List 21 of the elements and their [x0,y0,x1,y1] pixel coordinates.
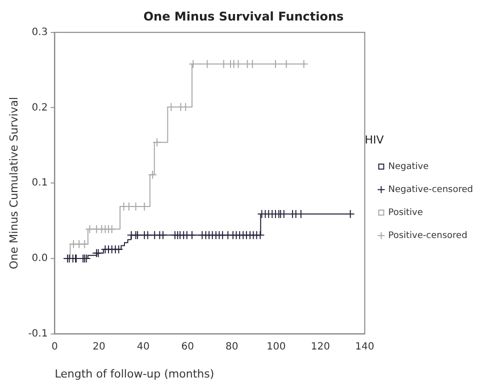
x-axis-title: Length of follow-up (months) [54,367,214,380]
y-tick-label: -0.1 [28,328,48,340]
x-tick-label: 20 [92,341,106,352]
chart-title: One Minus Survival Functions [143,9,344,24]
legend-label: Positive-censored [388,230,468,241]
y-axis-title: One Minus Cumulative Survival [7,96,20,270]
x-tick-label: 60 [181,341,194,352]
legend-label: Positive [388,208,424,218]
x-tick-label: 0 [52,341,58,352]
x-tick-label: 80 [225,341,238,352]
legend-label: Negative-censored [388,184,474,195]
y-tick-label: 0.0 [32,253,48,264]
x-tick-label: 40 [136,341,150,352]
x-tick-label: 140 [355,341,374,352]
y-tick-label: 0.1 [32,178,48,189]
legend-label: Negative [388,162,430,172]
x-tick-label: 100 [266,341,286,352]
legend-title: HIV [364,133,384,146]
x-tick-label: 120 [310,341,330,352]
y-tick-label: 0.2 [32,102,48,114]
y-tick-label: 0.3 [32,26,48,38]
